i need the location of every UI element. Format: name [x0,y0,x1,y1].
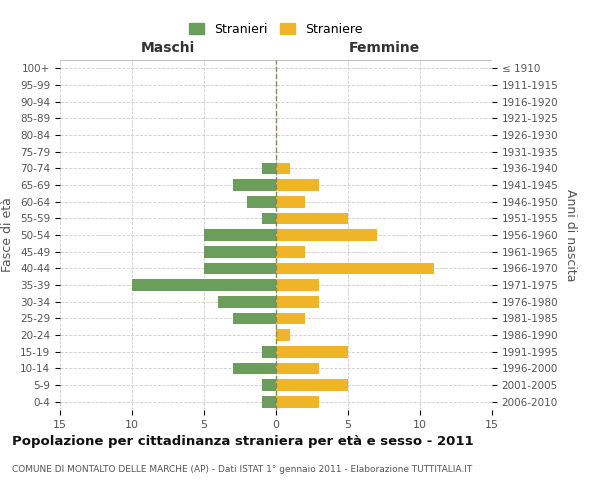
Bar [262,379,276,391]
Bar [276,296,319,308]
Bar [218,296,276,308]
Bar [276,346,348,358]
Bar [276,329,290,341]
Y-axis label: Anni di nascita: Anni di nascita [564,188,577,281]
Bar [276,312,305,324]
Bar [233,362,276,374]
Bar [204,246,276,258]
Bar [276,212,348,224]
Bar [262,396,276,407]
Bar [233,179,276,191]
Bar [204,229,276,241]
Text: Femmine: Femmine [349,41,419,55]
Bar [132,279,276,291]
Bar [276,229,377,241]
Text: Maschi: Maschi [141,41,195,55]
Bar [262,162,276,174]
Bar [262,212,276,224]
Bar [247,196,276,207]
Bar [276,379,348,391]
Bar [276,279,319,291]
Text: Popolazione per cittadinanza straniera per età e sesso - 2011: Popolazione per cittadinanza straniera p… [12,435,473,448]
Bar [276,162,290,174]
Bar [276,396,319,407]
Bar [276,362,319,374]
Bar [276,262,434,274]
Bar [262,346,276,358]
Bar [233,312,276,324]
Text: COMUNE DI MONTALTO DELLE MARCHE (AP) - Dati ISTAT 1° gennaio 2011 - Elaborazione: COMUNE DI MONTALTO DELLE MARCHE (AP) - D… [12,465,472,474]
Legend: Stranieri, Straniere: Stranieri, Straniere [184,18,368,41]
Y-axis label: Fasce di età: Fasce di età [1,198,14,272]
Bar [276,179,319,191]
Bar [204,262,276,274]
Bar [276,196,305,207]
Bar [276,246,305,258]
